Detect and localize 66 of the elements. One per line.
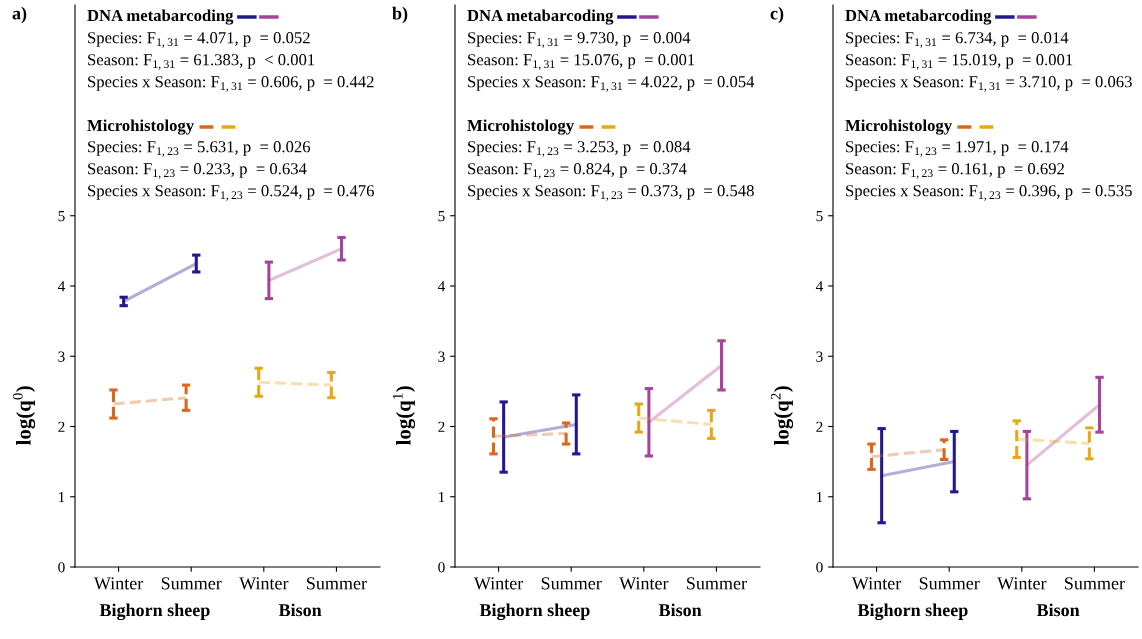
x-tick-label: Summer xyxy=(161,577,222,590)
y-tick-label: 2 xyxy=(816,421,823,432)
text: Bison xyxy=(278,603,322,617)
y-tick-label: 0 xyxy=(58,562,65,573)
y-tick-label: 4 xyxy=(815,281,824,292)
y-tick-label: 1 xyxy=(816,491,823,503)
annotation: Species: F$_{1,31}$ = 4.071, p = 0.052 xyxy=(88,32,310,48)
annotation: Microhistology xyxy=(87,119,194,135)
annotation: Season: F$_{1,31}$ = 61.383, p < 0.001 xyxy=(88,54,315,70)
chart-title: b) xyxy=(392,6,408,24)
annotation: Season: F$_{1,23}$ = 0.161, p = 0.692 xyxy=(846,163,1064,179)
annotation: DNA metabarcoding xyxy=(845,9,992,25)
y-tick-label: 3 xyxy=(58,351,65,362)
annotation: Species x Season: F$_{1,31}$ = 3.710, p = 0.063 xyxy=(846,76,1132,92)
y-tick-label: 0 xyxy=(816,562,823,573)
y-tick-label: 5 xyxy=(438,211,445,222)
y-tick-label: 3 xyxy=(438,351,445,362)
y-axis-title: log(q$^{1}$) xyxy=(392,386,416,445)
y-axis-title: log(q$^{2}$) xyxy=(770,386,794,445)
annotation: Species x Season: F$_{1,23}$ = 0.524, p = 0.476 xyxy=(88,185,374,201)
chart-title: a) xyxy=(12,6,27,24)
y-axis-title: log(q$^{0}$) xyxy=(12,386,36,445)
x-tick-label: Winter xyxy=(851,577,902,590)
x-tick-label: Winter xyxy=(93,577,144,590)
text: Bighorn sheep xyxy=(857,603,968,621)
x-tick-label: Summer xyxy=(687,577,747,590)
y-tick-label: 2 xyxy=(58,421,65,432)
annotation: Species: F$_{1,23}$ = 5.631, p = 0.026 xyxy=(88,141,311,157)
y-tick-label: 5 xyxy=(58,211,65,222)
text: Bison xyxy=(1036,603,1080,617)
x-tick-label: Summer xyxy=(1065,577,1125,590)
y-tick-label: 3 xyxy=(816,351,823,362)
y-tick-label: 1 xyxy=(58,491,65,503)
y-tick-label: 4 xyxy=(57,281,66,292)
x-tick-label: Summer xyxy=(541,577,602,590)
annotation: Season: F$_{1,23}$ = 0.824, p = 0.374 xyxy=(468,163,687,179)
y-tick-label: 4 xyxy=(437,281,446,292)
annotation: Species x Season: F$_{1,23}$ = 0.396, p = 0.535 xyxy=(846,185,1132,201)
annotation: Species: F$_{1,23}$ = 1.971, p = 0.174 xyxy=(846,141,1069,157)
text: Bighorn sheep xyxy=(99,603,210,621)
annotation: Species x Season: F$_{1,31}$ = 0.606, p = 0.442 xyxy=(88,76,374,92)
annotation: Species: F$_{1,31}$ = 9.730, p = 0.004 xyxy=(468,32,691,48)
annotation: Season: F$_{1,31}$ = 15.019, p = 0.001 xyxy=(846,54,1073,70)
y-tick-label: 2 xyxy=(438,421,445,432)
annotation: DNA metabarcoding xyxy=(87,9,234,25)
x-tick-label: Winter xyxy=(619,577,669,590)
annotation: Species: F$_{1,31}$ = 6.734, p = 0.014 xyxy=(846,32,1069,48)
x-tick-label: Winter xyxy=(997,577,1047,590)
text: Bighorn sheep xyxy=(479,603,590,621)
x-tick-label: Summer xyxy=(919,577,980,590)
x-tick-label: Summer xyxy=(307,577,367,590)
annotation: Species x Season: F$_{1,31}$ = 4.022, p = 0.054 xyxy=(468,76,755,92)
chart-title: c) xyxy=(770,6,784,24)
annotation: Season: F$_{1,31}$ = 15.076, p = 0.001 xyxy=(468,54,695,70)
annotation: Species: F$_{1,23}$ = 3.253, p = 0.084 xyxy=(468,141,691,157)
y-tick-label: 5 xyxy=(816,211,823,222)
annotation: Species x Season: F$_{1,23}$ = 0.373, p = 0.548 xyxy=(468,185,754,201)
annotation: Microhistology xyxy=(467,119,574,135)
annotation: Microhistology xyxy=(845,119,952,135)
x-tick-label: Winter xyxy=(239,577,289,590)
text: Bison xyxy=(658,603,702,617)
y-tick-label: 1 xyxy=(438,491,445,503)
x-tick-label: Winter xyxy=(473,577,524,590)
annotation: DNA metabarcoding xyxy=(467,9,614,25)
annotation: Season: F$_{1,23}$ = 0.233, p = 0.634 xyxy=(88,163,307,179)
y-tick-label: 0 xyxy=(438,562,445,573)
